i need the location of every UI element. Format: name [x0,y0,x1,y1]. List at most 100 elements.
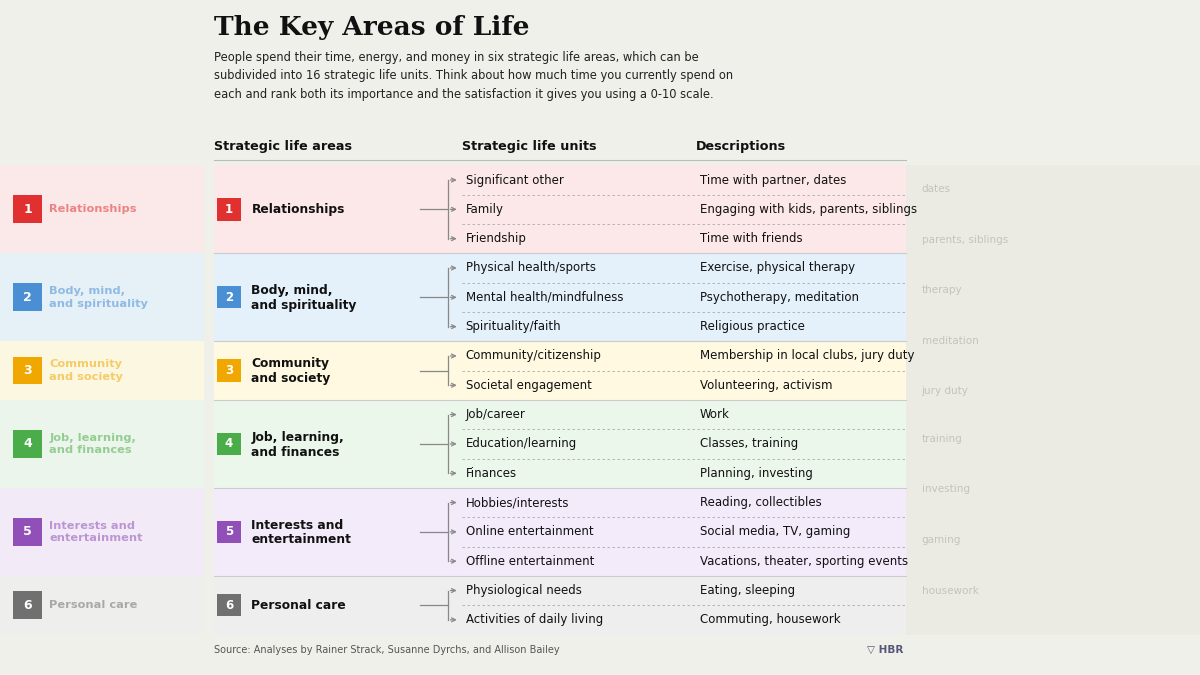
Text: and society: and society [252,372,331,385]
Text: investing: investing [922,485,970,494]
FancyBboxPatch shape [0,576,204,634]
Text: Membership in local clubs, jury duty: Membership in local clubs, jury duty [700,350,914,362]
Text: People spend their time, energy, and money in six strategic life areas, which ca: People spend their time, energy, and mon… [214,51,733,101]
Text: Community: Community [252,357,329,371]
Text: 1: 1 [224,203,233,216]
Text: and spirituality: and spirituality [252,299,356,312]
FancyBboxPatch shape [906,165,1200,634]
Text: Descriptions: Descriptions [696,140,786,153]
FancyBboxPatch shape [0,253,204,342]
FancyBboxPatch shape [0,400,204,488]
Text: Mental health/mindfulness: Mental health/mindfulness [466,291,623,304]
FancyBboxPatch shape [217,360,241,382]
Text: 6: 6 [23,599,32,612]
FancyBboxPatch shape [13,430,42,458]
Text: Exercise, physical therapy: Exercise, physical therapy [700,261,854,275]
FancyBboxPatch shape [13,518,42,546]
Text: Social media, TV, gaming: Social media, TV, gaming [700,525,850,539]
Text: Strategic life areas: Strategic life areas [214,140,352,153]
FancyBboxPatch shape [217,594,241,616]
Text: entertainment: entertainment [252,533,352,547]
FancyBboxPatch shape [217,520,241,543]
Text: Commuting, housework: Commuting, housework [700,614,840,626]
Text: Reading, collectibles: Reading, collectibles [700,496,821,509]
FancyBboxPatch shape [217,433,241,455]
Text: parents, siblings: parents, siblings [922,235,1008,244]
Text: Source: Analyses by Rainer Strack, Susanne Dyrchs, and Allison Bailey: Source: Analyses by Rainer Strack, Susan… [214,645,559,655]
Text: Personal care: Personal care [252,599,346,612]
FancyBboxPatch shape [0,342,204,400]
Text: gaming: gaming [922,535,961,545]
Text: Job, learning,: Job, learning, [252,431,344,443]
Text: training: training [922,434,962,443]
Text: Finances: Finances [466,466,517,480]
Text: dates: dates [922,184,950,194]
Text: 3: 3 [23,364,32,377]
FancyBboxPatch shape [217,198,241,221]
Text: 3: 3 [224,364,233,377]
FancyBboxPatch shape [13,284,42,311]
Text: Personal care: Personal care [49,600,138,610]
Text: Online entertainment: Online entertainment [466,525,593,539]
Text: Engaging with kids, parents, siblings: Engaging with kids, parents, siblings [700,203,917,216]
Text: 4: 4 [224,437,233,450]
Text: 2: 2 [23,291,32,304]
Text: Hobbies/interests: Hobbies/interests [466,496,569,509]
Text: Offline entertainment: Offline entertainment [466,555,594,568]
Text: Religious practice: Religious practice [700,320,804,333]
Text: Family: Family [466,203,504,216]
Text: Spirituality/faith: Spirituality/faith [466,320,562,333]
Text: Strategic life units: Strategic life units [462,140,596,153]
FancyBboxPatch shape [214,576,906,634]
Text: and finances: and finances [252,446,340,458]
Text: Education/learning: Education/learning [466,437,577,450]
Text: Societal engagement: Societal engagement [466,379,592,391]
Text: Body, mind,: Body, mind, [252,284,332,297]
Text: Physiological needs: Physiological needs [466,584,582,597]
Text: Activities of daily living: Activities of daily living [466,614,602,626]
Text: Relationships: Relationships [252,203,344,216]
Text: 1: 1 [23,203,32,216]
FancyBboxPatch shape [13,196,42,223]
Text: Vacations, theater, sporting events: Vacations, theater, sporting events [700,555,907,568]
Text: Body, mind,
and spirituality: Body, mind, and spirituality [49,286,148,308]
Text: Job, learning,
and finances: Job, learning, and finances [49,433,136,455]
Text: Time with partner, dates: Time with partner, dates [700,173,846,186]
Text: 4: 4 [23,437,32,450]
FancyBboxPatch shape [214,165,906,253]
Text: Classes, training: Classes, training [700,437,798,450]
Text: jury duty: jury duty [922,387,968,396]
Text: housework: housework [922,586,978,595]
Text: 6: 6 [224,599,233,612]
Text: Eating, sleeping: Eating, sleeping [700,584,794,597]
Text: therapy: therapy [922,286,962,295]
Text: Volunteering, activism: Volunteering, activism [700,379,832,391]
Text: meditation: meditation [922,336,978,346]
FancyBboxPatch shape [214,400,906,488]
Text: ▽ HBR: ▽ HBR [868,645,904,655]
Text: 5: 5 [23,525,32,539]
Text: Community
and society: Community and society [49,359,124,382]
FancyBboxPatch shape [13,591,42,619]
Text: Physical health/sports: Physical health/sports [466,261,595,275]
Text: Community/citizenship: Community/citizenship [466,350,601,362]
Text: Interests and
entertainment: Interests and entertainment [49,520,143,543]
Text: Psychotherapy, meditation: Psychotherapy, meditation [700,291,859,304]
Text: Significant other: Significant other [466,173,564,186]
FancyBboxPatch shape [0,165,204,253]
Text: Friendship: Friendship [466,232,527,245]
FancyBboxPatch shape [214,488,906,576]
Text: 5: 5 [224,525,233,539]
FancyBboxPatch shape [0,488,204,576]
FancyBboxPatch shape [217,286,241,308]
Text: Time with friends: Time with friends [700,232,803,245]
Text: 2: 2 [224,291,233,304]
Text: The Key Areas of Life: The Key Areas of Life [214,15,529,40]
Text: Work: Work [700,408,730,421]
FancyBboxPatch shape [13,357,42,385]
FancyBboxPatch shape [214,342,906,400]
Text: Job/career: Job/career [466,408,526,421]
Text: Planning, investing: Planning, investing [700,466,812,480]
Text: Interests and: Interests and [252,518,343,532]
Text: Relationships: Relationships [49,205,137,215]
